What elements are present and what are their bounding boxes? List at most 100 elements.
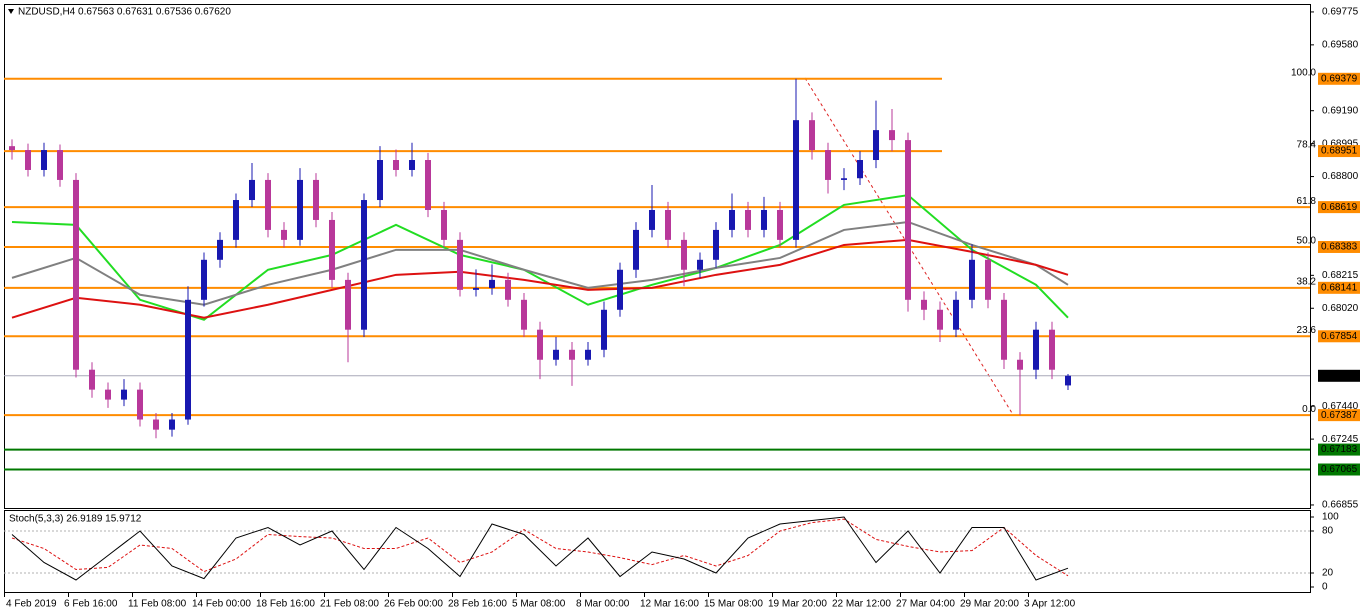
x-tick-label: 18 Feb 16:00 bbox=[256, 599, 315, 610]
candle-body bbox=[825, 150, 831, 180]
candle-body bbox=[793, 120, 799, 240]
stoch-tick-label: 100 bbox=[1322, 512, 1339, 523]
stoch-signal bbox=[11, 518, 1069, 577]
stoch-title: Stoch(5,3,3) 26.9189 15.9712 bbox=[9, 514, 142, 525]
candle-body bbox=[761, 209, 767, 230]
candle-body bbox=[841, 178, 847, 180]
fib-level-name: 50.0 bbox=[1297, 236, 1317, 247]
fib-level-name: 0.0 bbox=[1302, 404, 1316, 415]
fib-price-label: 0.68383 bbox=[1321, 242, 1358, 253]
chart-title: NZDUSD,H4 0.67563 0.67631 0.67536 0.6762… bbox=[18, 7, 231, 18]
candle-body bbox=[393, 160, 399, 170]
fib-level-name: 23.6 bbox=[1297, 325, 1317, 336]
candle-body bbox=[905, 140, 911, 300]
price-box bbox=[1318, 240, 1360, 253]
x-tick-label: 27 Mar 04:00 bbox=[896, 599, 955, 610]
candle-body bbox=[153, 419, 159, 430]
x-tick-label: 19 Mar 20:00 bbox=[768, 599, 827, 610]
price-box bbox=[1318, 145, 1360, 158]
x-tick-label: 21 Feb 08:00 bbox=[320, 599, 379, 610]
candle-body bbox=[313, 179, 319, 220]
x-tick-label: 29 Mar 20:00 bbox=[960, 599, 1019, 610]
price-box bbox=[1318, 330, 1360, 343]
y-tick-label: 0.68995 bbox=[1322, 138, 1359, 149]
price-box bbox=[1318, 443, 1360, 456]
y-tick-label: 0.67440 bbox=[1322, 401, 1359, 412]
candle-body bbox=[297, 179, 303, 240]
x-tick-label: 6 Feb 16:00 bbox=[64, 599, 118, 610]
candle-body bbox=[217, 239, 223, 260]
candle-body bbox=[1049, 329, 1055, 370]
candle-body bbox=[713, 229, 719, 260]
candle-body bbox=[457, 239, 463, 290]
price-box bbox=[1318, 201, 1360, 214]
candle-body bbox=[1001, 299, 1007, 360]
moving-average bbox=[11, 238, 1069, 319]
candle-body bbox=[185, 299, 191, 420]
y-tick-label: 0.68800 bbox=[1322, 171, 1359, 182]
y-tick-label: 0.69190 bbox=[1322, 105, 1359, 116]
price-box bbox=[1318, 409, 1360, 422]
x-tick-label: 28 Feb 16:00 bbox=[448, 599, 507, 610]
support-price-label: 0.67065 bbox=[1321, 464, 1358, 475]
candle-body bbox=[89, 369, 95, 390]
candle-body bbox=[601, 309, 607, 350]
main-frame bbox=[4, 4, 1311, 509]
y-tick-label: 0.68215 bbox=[1322, 270, 1359, 281]
candle-body bbox=[1033, 329, 1039, 370]
candle-body bbox=[873, 130, 879, 161]
x-tick-label: 11 Feb 08:00 bbox=[128, 599, 187, 610]
candle-body bbox=[9, 146, 15, 151]
x-tick-label: 3 Apr 12:00 bbox=[1024, 599, 1076, 610]
candle-body bbox=[1065, 375, 1071, 386]
candle-body bbox=[1017, 359, 1023, 370]
candle-body bbox=[985, 259, 991, 300]
candle-body bbox=[649, 209, 655, 230]
price-box bbox=[1318, 72, 1360, 85]
candle-body bbox=[633, 229, 639, 270]
candle-body bbox=[409, 160, 415, 170]
candle-body bbox=[553, 349, 559, 360]
y-tick-label: 0.69580 bbox=[1322, 40, 1359, 51]
stoch-tick-label: 80 bbox=[1322, 526, 1334, 537]
x-tick-label: 5 Mar 08:00 bbox=[512, 599, 566, 610]
candle-body bbox=[617, 269, 623, 310]
fib-level-name: 38.2 bbox=[1297, 276, 1317, 287]
menu-triangle bbox=[8, 9, 14, 14]
fib-level-name: 100.0 bbox=[1291, 67, 1316, 78]
y-tick-label: 0.67245 bbox=[1322, 434, 1359, 445]
stoch-tick-label: 0 bbox=[1322, 582, 1328, 593]
candle-body bbox=[745, 209, 751, 230]
candle-body bbox=[521, 299, 527, 330]
candle-body bbox=[57, 150, 63, 180]
candle-body bbox=[489, 279, 495, 288]
x-tick-label: 8 Mar 00:00 bbox=[576, 599, 630, 610]
price-box bbox=[1318, 281, 1360, 294]
candle-body bbox=[121, 389, 127, 400]
candle-body bbox=[729, 209, 735, 230]
candle-body bbox=[937, 309, 943, 330]
candle-body bbox=[361, 200, 367, 330]
last-price-label: 0.67620 bbox=[1321, 370, 1358, 381]
candle-body bbox=[809, 120, 815, 151]
candle-body bbox=[537, 329, 543, 360]
candle-body bbox=[473, 287, 479, 290]
y-tick-label: 0.66855 bbox=[1322, 500, 1359, 511]
fib-level-name: 78.4 bbox=[1297, 140, 1317, 151]
candle-body bbox=[169, 419, 175, 430]
candle-body bbox=[233, 200, 239, 240]
fib-price-label: 0.67387 bbox=[1321, 410, 1358, 421]
candle-body bbox=[665, 209, 671, 240]
fib-price-label: 0.68619 bbox=[1321, 202, 1358, 213]
fib-price-label: 0.68141 bbox=[1321, 282, 1358, 293]
candle-body bbox=[585, 349, 591, 360]
y-tick-label: 0.69775 bbox=[1322, 7, 1359, 18]
candle-body bbox=[921, 299, 927, 310]
candle-body bbox=[345, 279, 351, 330]
fib-price-label: 0.67854 bbox=[1321, 331, 1358, 342]
candle-body bbox=[25, 150, 31, 170]
candle-body bbox=[249, 179, 255, 201]
price-box bbox=[1318, 463, 1360, 476]
candle-body bbox=[953, 299, 959, 330]
